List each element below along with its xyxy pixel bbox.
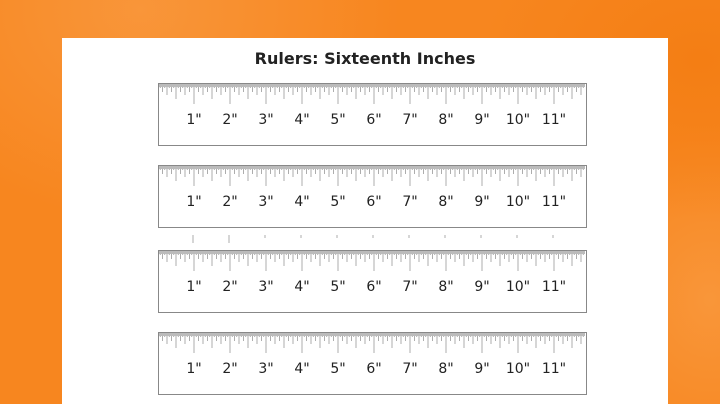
inch-label: 4" (294, 361, 310, 377)
page-title: Rulers: Sixteenth Inches (254, 49, 476, 68)
inch-label: 8" (438, 194, 454, 210)
ruler-edge (159, 84, 585, 87)
inch-label: 10" (505, 361, 531, 377)
inch-label: 6" (366, 361, 382, 377)
ruler-ticks (159, 333, 585, 353)
ruler-edge (159, 333, 585, 336)
inch-label: 6" (366, 112, 382, 128)
ruler: 1" 2" 3" 4" 5" 6" 7" 8" 9" 10" 11" (158, 250, 587, 313)
inch-label: 10" (505, 112, 531, 128)
inch-label: 10" (505, 279, 531, 295)
inch-label: 5" (330, 361, 346, 377)
inch-label: 3" (258, 361, 274, 377)
inch-label: 11" (541, 279, 567, 295)
inch-label: 3" (258, 279, 274, 295)
inch-label: 4" (294, 279, 310, 295)
inch-label: 4" (294, 112, 310, 128)
inch-label: 8" (438, 279, 454, 295)
inch-label: 4" (294, 194, 310, 210)
inch-label: 5" (330, 194, 346, 210)
inch-label: 1" (186, 112, 202, 128)
inch-label: 3" (258, 112, 274, 128)
inch-label: 8" (438, 361, 454, 377)
inch-label: 11" (541, 112, 567, 128)
ruler: 1" 2" 3" 4" 5" 6" 7" 8" 9" 10" 11" (158, 332, 587, 395)
ruler-edge (159, 251, 585, 254)
inch-label: 5" (330, 279, 346, 295)
inch-label: 9" (474, 279, 490, 295)
stray-marks (192, 235, 554, 243)
ruler: 1" 2" 3" 4" 5" 6" 7" 8" 9" 10" 11" (158, 83, 587, 146)
inch-label: 7" (402, 194, 418, 210)
inch-label: 7" (402, 112, 418, 128)
inch-label: 2" (222, 112, 238, 128)
ruler-ticks (159, 84, 585, 104)
inch-label: 5" (330, 112, 346, 128)
ruler-ticks (159, 166, 585, 186)
ruler-edge (159, 166, 585, 169)
worksheet-paper: Rulers: Sixteenth Inches 1" 2" 3" 4" 5" 6" 7" 8… (62, 38, 668, 404)
inch-label: 6" (366, 194, 382, 210)
inch-label: 2" (222, 194, 238, 210)
inch-label: 6" (366, 279, 382, 295)
inch-label: 2" (222, 361, 238, 377)
inch-label: 10" (505, 194, 531, 210)
inch-label: 1" (186, 279, 202, 295)
inch-label: 9" (474, 112, 490, 128)
inch-label: 1" (186, 194, 202, 210)
inch-label: 11" (541, 194, 567, 210)
inch-label: 2" (222, 279, 238, 295)
inch-label: 9" (474, 194, 490, 210)
ruler-ticks (159, 251, 585, 271)
inch-label: 1" (186, 361, 202, 377)
inch-label: 3" (258, 194, 274, 210)
inch-label: 9" (474, 361, 490, 377)
inch-label: 7" (402, 361, 418, 377)
inch-label: 11" (541, 361, 567, 377)
inch-label: 8" (438, 112, 454, 128)
ruler: 1" 2" 3" 4" 5" 6" 7" 8" 9" 10" 11" (158, 165, 587, 228)
inch-label: 7" (402, 279, 418, 295)
